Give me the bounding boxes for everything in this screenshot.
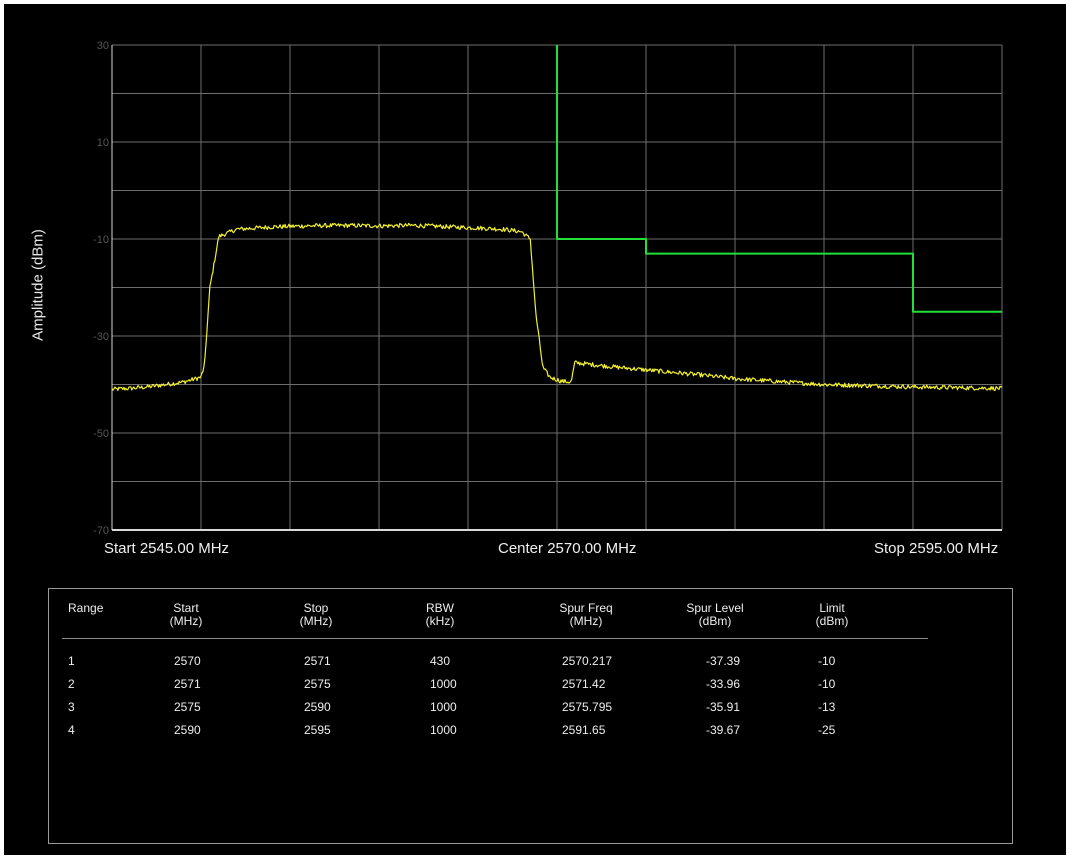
table-cell: 2570 xyxy=(174,654,201,668)
table-cell: 2595 xyxy=(304,723,331,737)
column-header: (dBm) xyxy=(698,614,732,628)
y-tick-label: 10 xyxy=(97,137,109,149)
spectrum-plot: 30 10 -10 -30 -50 -70 xyxy=(93,40,1003,537)
table-cell: -33.96 xyxy=(706,677,741,691)
column-header: Spur Freq xyxy=(559,601,613,615)
table-cell: 2571.42 xyxy=(562,677,606,691)
table-cell: -10 xyxy=(818,677,836,691)
table-cell: 2575 xyxy=(174,700,201,714)
table-cell: 2591.65 xyxy=(562,723,606,737)
x-tick-center: Center 2570.00 MHz xyxy=(498,540,637,557)
spectrum-panel xyxy=(4,4,1066,855)
column-header: (dBm) xyxy=(815,614,849,628)
x-tick-stop: Stop 2595.00 MHz xyxy=(874,540,999,557)
column-header: Range xyxy=(68,601,104,615)
y-tick-label: -70 xyxy=(93,525,109,537)
column-header: Limit xyxy=(819,601,845,615)
traces xyxy=(111,45,1003,392)
table-cell: 2575.795 xyxy=(562,700,613,714)
table-cell: -13 xyxy=(818,700,836,714)
table-cell: 2 xyxy=(68,677,75,691)
column-header: (MHz) xyxy=(169,614,203,628)
y-tick-labels: 30 10 -10 -30 -50 -70 xyxy=(93,40,109,537)
table-cell: -25 xyxy=(818,723,836,737)
y-tick-label: 30 xyxy=(97,40,109,52)
spectrum-trace xyxy=(111,222,1003,392)
table-cell: 2571 xyxy=(174,677,201,691)
table-cell: -35.91 xyxy=(706,700,741,714)
table-cell: -10 xyxy=(818,654,836,668)
table-cell: 430 xyxy=(430,654,451,668)
table-cell: -37.39 xyxy=(706,654,741,668)
table-cell: 4 xyxy=(68,723,75,737)
table-cell: 2575 xyxy=(304,677,331,691)
column-header: Spur Level xyxy=(686,601,744,615)
table-cell: -39.67 xyxy=(706,723,741,737)
table-header-divider xyxy=(62,638,928,639)
y-tick-label: -10 xyxy=(93,234,109,246)
column-header: (kHz) xyxy=(425,614,455,628)
table-cell: 1000 xyxy=(430,723,457,737)
table-cell: 1000 xyxy=(430,677,457,691)
column-header: Stop xyxy=(303,601,329,615)
y-tick-label: -30 xyxy=(93,331,109,343)
table-cell: 2570.217 xyxy=(562,654,613,668)
x-tick-start: Start 2545.00 MHz xyxy=(104,540,230,557)
table-cell: 2571 xyxy=(304,654,331,668)
table-cell: 3 xyxy=(68,700,75,714)
table-cell: 2590 xyxy=(304,700,331,714)
limit-line xyxy=(556,45,1002,313)
column-header: (MHz) xyxy=(299,614,333,628)
column-header: (MHz) xyxy=(569,614,603,628)
column-header: Start xyxy=(173,601,199,615)
spur-results-table xyxy=(48,588,1013,844)
y-tick-label: -50 xyxy=(93,428,109,440)
column-header: RBW xyxy=(426,601,454,615)
table-cell: 2590 xyxy=(174,723,201,737)
table-cell: 1 xyxy=(68,654,75,668)
table-cell: 1000 xyxy=(430,700,457,714)
